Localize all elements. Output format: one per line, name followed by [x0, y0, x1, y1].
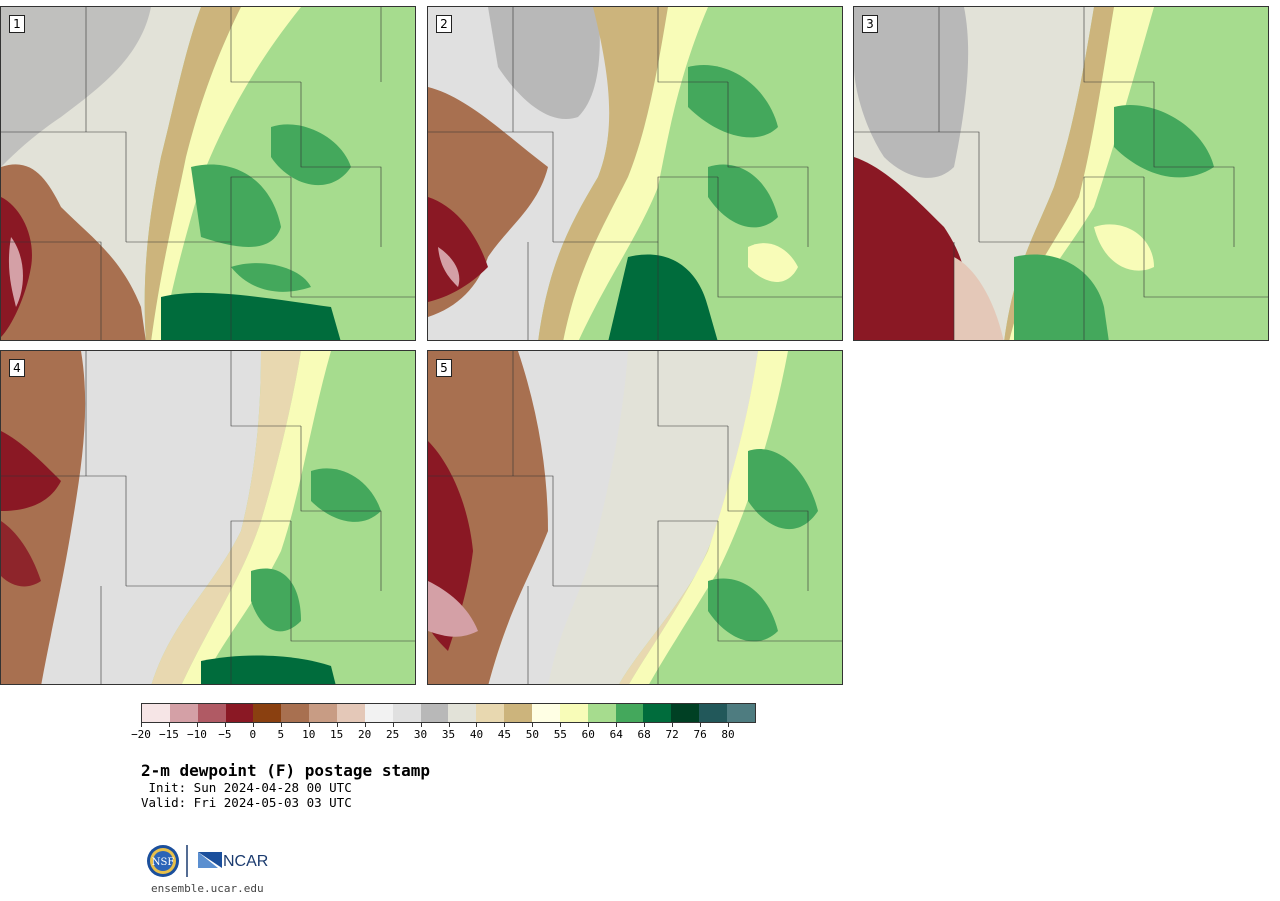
colorbar-tick	[532, 723, 534, 727]
colorbar-tick	[560, 723, 562, 727]
colorbar-tick-label: −10	[186, 728, 207, 741]
colorbar-tick	[252, 723, 254, 727]
colorbar-tick	[728, 723, 730, 727]
colorbar-tick-label: 68	[637, 728, 651, 741]
colorbar-tick	[448, 723, 450, 727]
colorbar-swatch	[559, 704, 588, 722]
forecast-panel-5: 5	[427, 350, 843, 685]
colorbar-tick	[364, 723, 366, 727]
ncar-logo-text: NCAR	[223, 853, 268, 870]
dewpoint-map-5	[428, 351, 842, 684]
colorbar-tick-label: −20	[131, 728, 151, 741]
colorbar-tick	[644, 723, 646, 727]
colorbar-swatch	[587, 704, 616, 722]
colorbar-tick	[588, 723, 590, 727]
colorbar-tick-label: 25	[385, 728, 400, 741]
colorbar-swatch	[504, 704, 533, 722]
colorbar-tick	[392, 723, 394, 727]
forecast-panel-2: 2	[427, 6, 843, 341]
colorbar-tick	[700, 723, 702, 727]
colorbar-tick	[308, 723, 310, 727]
dewpoint-colorbar	[141, 703, 756, 723]
panel-number-label: 1	[9, 15, 25, 33]
colorbar-swatch	[337, 704, 365, 722]
colorbar-tick-label: 76	[693, 728, 707, 741]
colorbar-swatch	[225, 704, 254, 722]
colorbar-swatch	[727, 704, 755, 722]
colorbar-tick-label: 5	[277, 728, 285, 741]
colorbar-swatch	[253, 704, 282, 722]
dewpoint-map-1	[1, 7, 415, 340]
colorbar-tick-label: 64	[609, 728, 623, 741]
colorbar-tick-label: 10	[302, 728, 316, 741]
colorbar-tick-label: −5	[218, 728, 232, 741]
colorbar-swatch	[532, 704, 560, 722]
colorbar-tick-label: 15	[330, 728, 344, 741]
valid-time: Valid: Fri 2024-05-03 03 UTC	[141, 795, 352, 810]
colorbar-swatch	[392, 704, 421, 722]
colorbar-swatch	[420, 704, 449, 722]
colorbar-swatch	[448, 704, 477, 722]
colorbar-tick-label: 72	[665, 728, 679, 741]
colorbar-swatch	[615, 704, 644, 722]
forecast-panel-3: 3	[853, 6, 1269, 341]
dewpoint-map-3	[854, 7, 1268, 340]
dewpoint-map-4	[1, 351, 415, 684]
forecast-panel-1: 1	[0, 6, 416, 341]
colorbar-swatch	[281, 704, 310, 722]
colorbar-tick-labels: −20 −15 −10 −5 0 5 10 15 20 25 30 35 40 45 50 55 60 64 68 7…	[131, 723, 756, 743]
colorbar-swatch	[364, 704, 393, 722]
colorbar-tick-label: 20	[358, 728, 372, 741]
init-time: Init: Sun 2024-04-28 00 UTC	[141, 780, 352, 795]
sponsor-logos: NSF NCAR	[145, 843, 275, 879]
dewpoint-map-2	[428, 7, 842, 340]
website-url: ensemble.ucar.edu	[151, 882, 264, 895]
colorbar-tick	[476, 723, 478, 727]
colorbar-swatch	[699, 704, 728, 722]
colorbar-tick	[280, 723, 282, 727]
nsf-logo-text: NSF	[152, 857, 175, 868]
nsf-ncar-logo: NSF NCAR	[147, 845, 268, 877]
colorbar-swatch	[643, 704, 672, 722]
colorbar-tick	[616, 723, 618, 727]
colorbar-swatch	[671, 704, 700, 722]
chart-title: 2-m dewpoint (F) postage stamp	[141, 761, 430, 780]
colorbar-tick	[420, 723, 422, 727]
colorbar-tick-label: −15	[159, 728, 179, 741]
colorbar-swatch	[309, 704, 338, 722]
colorbar-tick	[336, 723, 338, 727]
colorbar-swatch	[197, 704, 226, 722]
colorbar-swatch	[169, 704, 198, 722]
colorbar-tick-label: 45	[497, 728, 512, 741]
colorbar-tick-label: 55	[553, 728, 567, 741]
panel-number-label: 3	[862, 15, 878, 33]
colorbar-tick	[504, 723, 506, 727]
colorbar-tick-label: 35	[441, 728, 456, 741]
colorbar-tick	[196, 723, 198, 727]
colorbar-tick	[141, 723, 142, 727]
panel-number-label: 2	[436, 15, 452, 33]
colorbar-tick-label: 80	[721, 728, 735, 741]
panel-number-label: 5	[436, 359, 452, 377]
colorbar-tick-label: 40	[469, 728, 484, 741]
colorbar-tick	[168, 723, 170, 727]
colorbar-tick	[672, 723, 674, 727]
colorbar-swatch	[142, 704, 170, 722]
colorbar-tick-label: 50	[525, 728, 539, 741]
colorbar-tick-label: 30	[413, 728, 428, 741]
colorbar-tick	[224, 723, 226, 727]
colorbar-swatch	[476, 704, 505, 722]
colorbar-tick-label: 60	[581, 728, 595, 741]
panel-number-label: 4	[9, 359, 25, 377]
colorbar-tick-label: 0	[249, 728, 257, 741]
forecast-panel-4: 4	[0, 350, 416, 685]
